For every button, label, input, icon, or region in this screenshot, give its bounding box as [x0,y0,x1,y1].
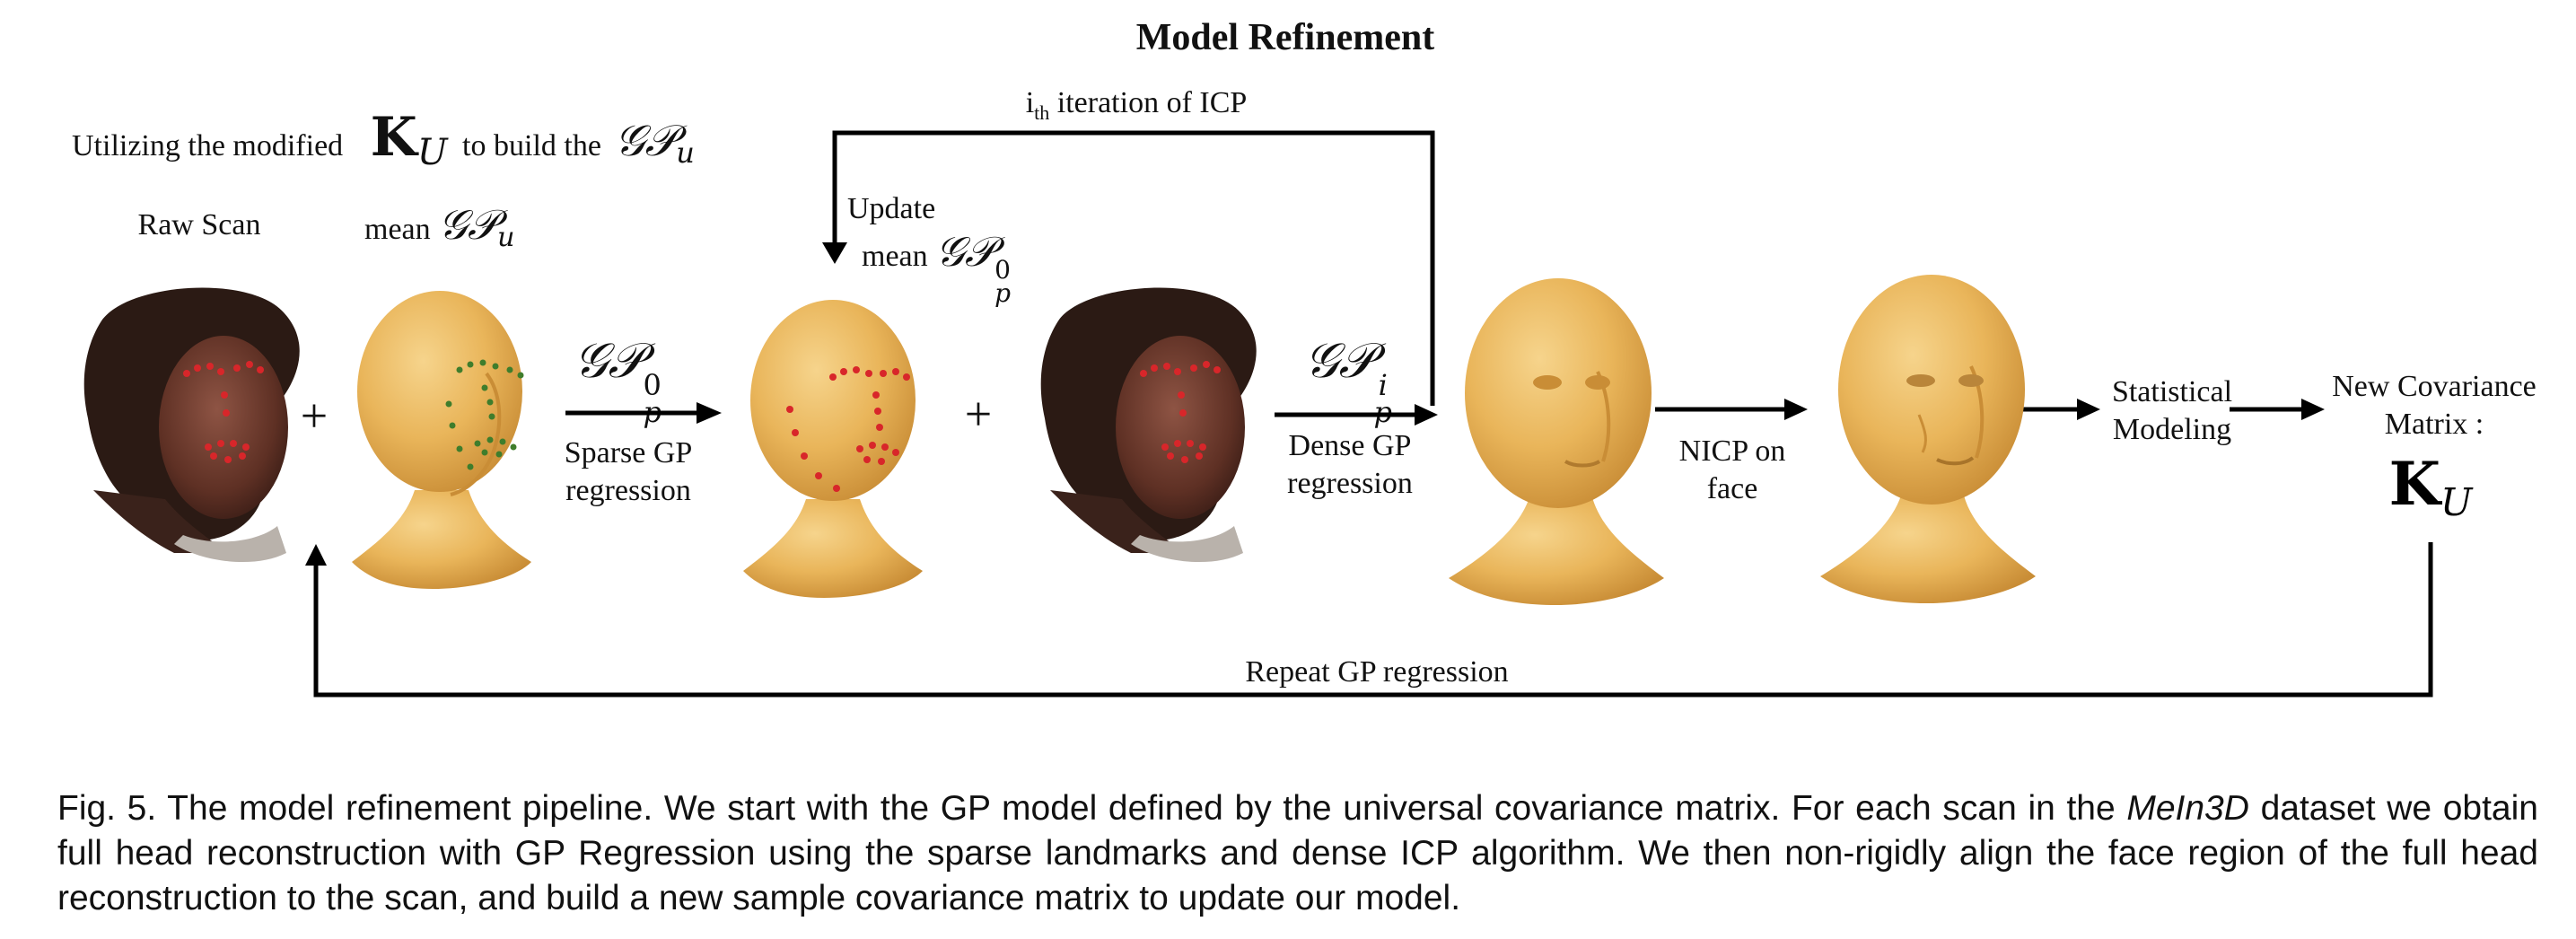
sparse-sup: 0 [643,368,662,402]
newcov-line1: New Covariance [2332,370,2537,403]
sparse-result-landmarks [786,366,910,492]
nicp-line2: face [1706,472,1758,505]
dense-gp-math: 𝒢𝒫 i p [1304,332,1392,426]
nicp-result-head [1820,275,2036,603]
dense-math: 𝒢𝒫 [1304,332,1374,389]
raw-scan-landmarks-1 [183,361,264,463]
newcov-math: KU [2389,449,2473,524]
stat-line1: Statistical [2111,375,2233,408]
icp-iteration-sub: th [1034,101,1050,124]
sparse-gp-line1: Sparse GP [564,436,693,470]
intro-math-k-sub: U [416,132,448,173]
nicp-line1: NICP on [1678,434,1786,468]
mean-gpu-landmarks [445,359,524,470]
nicp-arrowhead [1784,399,1808,420]
caption-part2: dataset we obtain full head reconstructi… [57,789,2538,917]
icp-iteration-main: i [1025,86,1035,119]
plus-sign-2: + [964,387,993,441]
intro-math-gp: 𝒢𝒫 [614,116,677,166]
stat-line2: Modeling [2112,413,2232,446]
plus-sign-1: + [300,389,329,443]
figure-title: Model Refinement [1135,17,1435,58]
sparse-gp-math: 𝒢𝒫 0 p [574,332,662,426]
newcov-line2: Matrix : [2384,408,2484,441]
raw-scan-landmarks-2 [1140,361,1221,463]
intro-text-mid: to build the [462,129,601,162]
update-prefix: mean [862,240,928,273]
caption-dataset: MeIn3D [2126,789,2249,828]
intro-text-before: Utilizing the modified [72,129,344,162]
repeat-label: Repeat GP regression [1245,655,1509,689]
dense-sub: p [1373,395,1392,429]
update-math: 𝒢𝒫 [935,227,995,276]
newcov-math-sub: U [2440,480,2473,524]
raw-scan-head-1 [83,287,300,563]
icp-iteration-rest: iteration of ICP [1049,86,1248,119]
sparse-result-head [743,300,923,598]
newcov-arrowhead [2301,399,2325,420]
intro-math-gp-sub: u [676,136,695,170]
dense-gp-line1: Dense GP [1288,429,1412,462]
caption-part1: Fig. 5. The model refinement pipeline. W… [57,789,2127,828]
update-sub: p [994,278,1011,308]
dense-sup: i [1378,368,1388,402]
figure-caption: Fig. 5. The model refinement pipeline. W… [57,786,2538,921]
dense-gp-line2: regression [1287,467,1413,500]
mean-gpu-sub: u [497,222,515,253]
stat-arrowhead [2077,399,2100,420]
mean-gpu-label: mean 𝒢𝒫u [364,199,514,255]
update-label-line1: Update [847,192,936,225]
update-label-line2: mean 𝒢𝒫 0 p [862,226,1011,308]
icp-arrowhead [822,242,847,264]
mean-gpu-prefix: mean [364,213,431,246]
arrowheads [305,242,2325,566]
newcov-math-k: K [2388,449,2440,519]
raw-scan-head-2 [1040,287,1257,563]
sparse-math: 𝒢𝒫 [574,332,644,389]
sparse-gp-line2: regression [565,474,691,507]
icp-loop-line [832,130,1435,406]
update-sup: 0 [994,255,1011,285]
dense-arrowhead [1415,404,1438,426]
mean-gpu-head [352,291,531,589]
repeat-loop-line [313,542,2433,698]
arrows [313,130,2433,698]
sparse-arrowhead [697,402,722,424]
intro-text: Utilizing the modified KU to build the 𝒢… [72,106,695,173]
repeat-arrowhead [305,544,327,566]
intro-math-k: K [370,106,417,169]
mean-gpu-math: 𝒢𝒫 [438,200,498,249]
dense-result-head [1449,278,1664,605]
raw-scan-label: Raw Scan [137,208,261,241]
icp-iteration-label: ith iteration of ICP [1026,84,1248,126]
